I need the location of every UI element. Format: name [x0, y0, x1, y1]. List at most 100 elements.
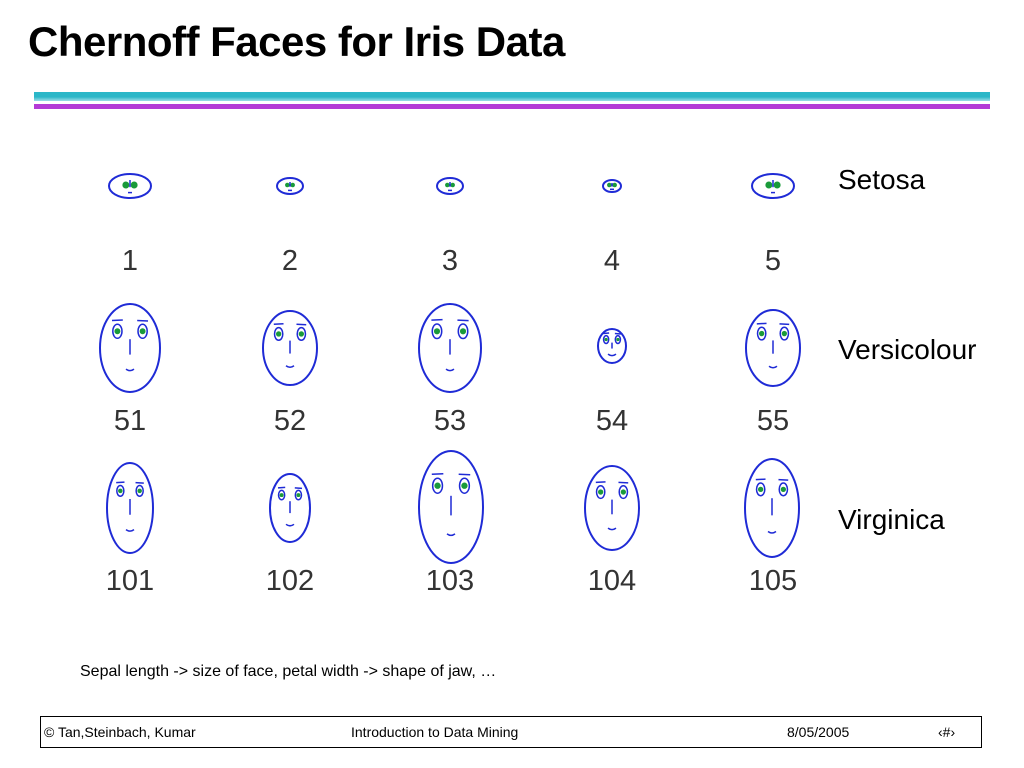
left-eye-icon [431, 477, 444, 494]
face-outline [99, 303, 161, 393]
left-brow-icon [756, 322, 767, 325]
right-eye-icon [612, 182, 617, 188]
face-outline [744, 458, 800, 558]
mouth-icon [607, 353, 617, 357]
right-eye-icon [135, 484, 144, 498]
right-eye-icon [773, 181, 781, 189]
right-pupil-icon [616, 337, 620, 342]
left-brow-icon [277, 486, 286, 489]
face-outline [276, 177, 304, 195]
left-pupil-icon [604, 337, 608, 342]
left-eye-icon [285, 182, 290, 188]
left-eye-icon [602, 334, 610, 345]
footer-date: 8/05/2005 [787, 724, 850, 740]
face-id-label: 54 [596, 405, 628, 437]
chernoff-face-53 [418, 303, 482, 393]
face-outline [745, 309, 801, 387]
mouth-icon [607, 527, 617, 531]
chernoff-face-4 [602, 179, 622, 193]
right-eye-icon [457, 323, 469, 340]
title-rule-magenta [34, 104, 990, 109]
chernoff-face-52 [262, 310, 318, 386]
face-outline [436, 177, 464, 195]
footer-course-title: Introduction to Data Mining [351, 724, 519, 740]
left-brow-icon [273, 322, 284, 325]
chernoff-face-51 [99, 303, 161, 393]
face-outline [597, 328, 627, 364]
left-pupil-icon [114, 328, 121, 335]
left-eye-icon [445, 182, 450, 188]
right-eye-icon [450, 182, 455, 188]
face-outline [602, 179, 622, 193]
right-eye-icon [458, 477, 471, 494]
right-pupil-icon [780, 486, 787, 493]
right-eye-icon [130, 181, 138, 189]
chernoff-face-103 [418, 450, 484, 564]
right-brow-icon [778, 478, 789, 481]
face-id-label: 52 [274, 405, 306, 437]
chernoff-face-102 [269, 473, 311, 543]
right-pupil-icon [137, 488, 142, 494]
face-id-label: 51 [114, 405, 146, 437]
chernoff-face-55 [745, 309, 801, 387]
face-outline [418, 450, 484, 564]
right-eye-icon [294, 489, 303, 501]
left-brow-icon [111, 319, 123, 322]
face-id-label: 3 [442, 245, 458, 277]
face-outline [418, 303, 482, 393]
right-pupil-icon [620, 489, 627, 495]
face-outline [269, 473, 311, 543]
left-brow-icon [116, 481, 125, 484]
face-outline [584, 465, 640, 551]
left-brow-icon [431, 318, 443, 321]
footer-page-number: ‹#› [938, 724, 956, 740]
mouth-icon [445, 368, 455, 372]
left-eye-icon [607, 182, 612, 188]
right-pupil-icon [781, 330, 788, 337]
title-rule-cyan [34, 92, 990, 101]
left-eye-icon [273, 326, 284, 342]
species-label-setosa: Setosa [838, 164, 926, 195]
right-pupil-icon [296, 493, 301, 498]
left-pupil-icon [757, 486, 764, 493]
left-brow-icon [431, 472, 444, 475]
chernoff-face-3 [436, 177, 464, 195]
right-brow-icon [457, 319, 469, 322]
face-id-label: 104 [588, 565, 636, 597]
left-eye-icon [112, 323, 123, 340]
face-id-label: 105 [749, 565, 797, 597]
left-eye-icon [277, 489, 286, 501]
right-pupil-icon [459, 328, 467, 335]
chernoff-face-101 [106, 462, 154, 554]
face-id-label: 2 [282, 245, 298, 277]
chernoff-face-1 [108, 173, 152, 199]
left-eye-icon [756, 326, 767, 341]
right-brow-icon [779, 323, 790, 326]
species-label-virginica: Virginica [838, 504, 945, 535]
right-eye-icon [296, 326, 307, 342]
right-brow-icon [458, 473, 471, 476]
right-eye-icon [614, 334, 622, 345]
right-brow-icon [137, 319, 149, 322]
left-eye-icon [755, 482, 766, 497]
right-brow-icon [614, 332, 621, 335]
mouth-icon [446, 533, 456, 537]
right-eye-icon [290, 182, 295, 188]
face-outline [106, 462, 154, 554]
left-brow-icon [595, 481, 606, 484]
left-pupil-icon [433, 328, 441, 335]
face-outline [751, 173, 795, 199]
right-brow-icon [135, 481, 144, 484]
right-eye-icon [778, 482, 789, 497]
mouth-icon [768, 365, 778, 369]
left-brow-icon [603, 332, 610, 335]
mouth-icon [125, 368, 135, 372]
left-pupil-icon [434, 482, 441, 489]
right-eye-icon [137, 323, 148, 340]
mouth-icon [285, 523, 295, 527]
right-brow-icon [618, 481, 629, 484]
right-eye-icon [779, 326, 790, 341]
face-outline [262, 310, 318, 386]
right-eye-icon [618, 484, 629, 500]
chernoff-face-54 [597, 328, 627, 364]
